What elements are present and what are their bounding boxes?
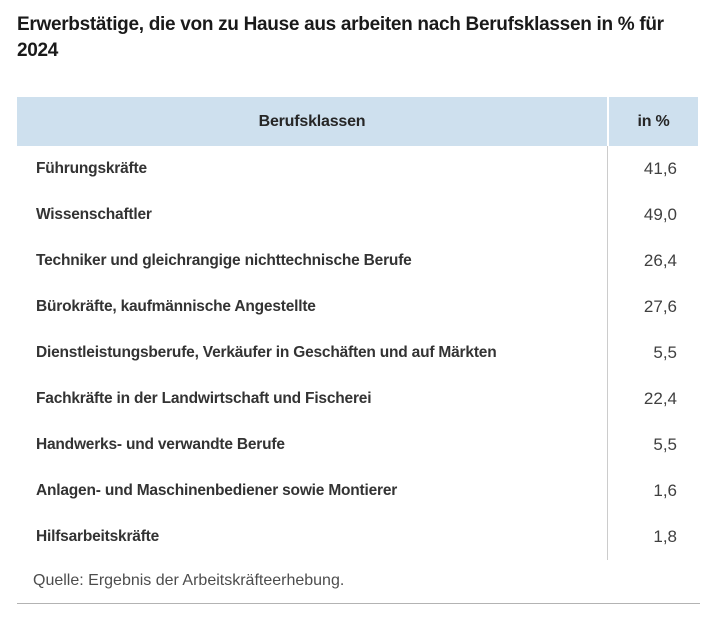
- row-label: Führungskräfte: [36, 160, 147, 177]
- row-label: Techniker und gleichrangige nichttechnis…: [36, 252, 412, 269]
- table-row: Bürokräfte, kaufmännische Angestellte 27…: [17, 284, 698, 330]
- row-label: Fachkräfte in der Landwirtschaft und Fis…: [36, 390, 372, 407]
- row-value: 1,6: [607, 468, 698, 514]
- row-value: 5,5: [607, 422, 698, 468]
- row-value: 5,5: [607, 330, 698, 376]
- row-value: 22,4: [607, 376, 698, 422]
- data-table: Berufsklassen in % Führungskräfte 41,6 W…: [17, 97, 698, 560]
- row-value: 1,8: [607, 514, 698, 560]
- table-row: Dienstleistungsberufe, Verkäufer in Gesc…: [17, 330, 698, 376]
- row-value: 26,4: [607, 238, 698, 284]
- table-row: Fachkräfte in der Landwirtschaft und Fis…: [17, 376, 698, 422]
- row-label: Bürokräfte, kaufmännische Angestellte: [36, 298, 316, 315]
- source-note: Quelle: Ergebnis der Arbeitskräfteerhebu…: [33, 572, 345, 589]
- bottom-divider: [17, 603, 700, 604]
- table-header-row: Berufsklassen in %: [17, 97, 698, 146]
- row-label: Handwerks- und verwandte Berufe: [36, 436, 285, 453]
- page-title: Erwerbstätige, die von zu Hause aus arbe…: [17, 14, 664, 61]
- table-row: Führungskräfte 41,6: [17, 146, 698, 192]
- row-value: 27,6: [607, 284, 698, 330]
- row-label: Wissenschaftler: [36, 206, 152, 223]
- row-label: Anlagen- und Maschinenbediener sowie Mon…: [36, 482, 398, 499]
- table-row: Anlagen- und Maschinenbediener sowie Mon…: [17, 468, 698, 514]
- table-row: Hilfsarbeitskräfte 1,8: [17, 514, 698, 560]
- table-row: Techniker und gleichrangige nichttechnis…: [17, 238, 698, 284]
- row-label: Hilfsarbeitskräfte: [36, 528, 160, 545]
- header-cell-in-percent: in %: [607, 97, 698, 146]
- table-row: Handwerks- und verwandte Berufe 5,5: [17, 422, 698, 468]
- table-row: Wissenschaftler 49,0: [17, 192, 698, 238]
- row-label: Dienstleistungsberufe, Verkäufer in Gesc…: [36, 344, 497, 361]
- header-cell-berufsklassen: Berufsklassen: [17, 97, 607, 146]
- row-value: 49,0: [607, 192, 698, 238]
- row-value: 41,6: [607, 146, 698, 192]
